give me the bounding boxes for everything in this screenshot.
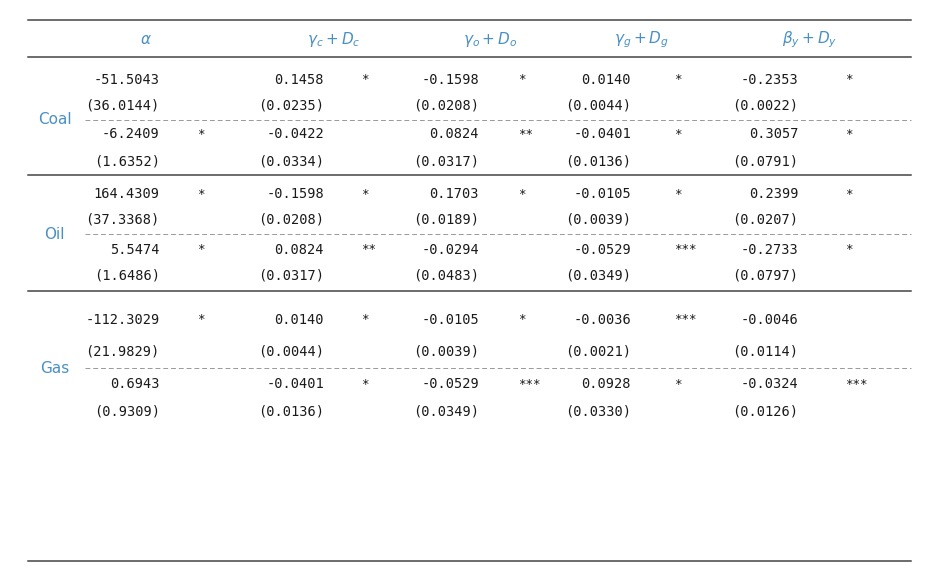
Text: (0.0114): (0.0114)	[732, 344, 798, 358]
Text: -0.0105: -0.0105	[573, 187, 631, 201]
Text: 5.5474: 5.5474	[110, 243, 160, 256]
Text: Oil: Oil	[44, 227, 65, 242]
Text: ***: ***	[518, 378, 541, 391]
Text: (0.0039): (0.0039)	[413, 344, 479, 358]
Text: (0.0330): (0.0330)	[565, 404, 631, 418]
Text: *: *	[518, 313, 526, 326]
Text: $\gamma_g + D_g$: $\gamma_g + D_g$	[614, 30, 669, 50]
Text: (0.0483): (0.0483)	[413, 268, 479, 282]
Text: 0.1458: 0.1458	[274, 73, 324, 87]
Text: (37.3368): (37.3368)	[85, 213, 160, 227]
Text: *: *	[197, 313, 205, 326]
Text: (1.6352): (1.6352)	[94, 154, 160, 168]
Text: *: *	[518, 188, 526, 200]
Text: **: **	[518, 128, 533, 140]
Text: *: *	[518, 74, 526, 86]
Text: *: *	[845, 188, 853, 200]
Text: *: *	[362, 74, 369, 86]
Text: (0.0207): (0.0207)	[732, 213, 798, 227]
Text: 0.1703: 0.1703	[429, 187, 479, 201]
Text: 164.4309: 164.4309	[94, 187, 160, 201]
Text: (0.0044): (0.0044)	[258, 344, 324, 358]
Text: -0.2353: -0.2353	[740, 73, 798, 87]
Text: *: *	[197, 188, 205, 200]
Text: -0.0294: -0.0294	[421, 243, 479, 256]
Text: ***: ***	[674, 243, 697, 256]
Text: 0.0824: 0.0824	[429, 127, 479, 141]
Text: (36.0144): (36.0144)	[85, 99, 160, 112]
Text: -0.0401: -0.0401	[266, 377, 324, 391]
Text: (0.0317): (0.0317)	[413, 154, 479, 168]
Text: 0.0928: 0.0928	[581, 377, 631, 391]
Text: (0.0208): (0.0208)	[258, 213, 324, 227]
Text: -0.0422: -0.0422	[266, 127, 324, 141]
Text: *: *	[674, 188, 682, 200]
Text: *: *	[674, 378, 682, 391]
Text: *: *	[197, 243, 205, 256]
Text: -112.3029: -112.3029	[85, 313, 160, 327]
Text: -0.1598: -0.1598	[421, 73, 479, 87]
Text: ***: ***	[674, 313, 697, 326]
Text: (0.0039): (0.0039)	[565, 213, 631, 227]
Text: -51.5043: -51.5043	[94, 73, 160, 87]
Text: (0.0126): (0.0126)	[732, 404, 798, 418]
Text: -0.0036: -0.0036	[573, 313, 631, 327]
Text: 0.0140: 0.0140	[274, 313, 324, 327]
Text: (0.0334): (0.0334)	[258, 154, 324, 168]
Text: *: *	[674, 74, 682, 86]
Text: **: **	[362, 243, 377, 256]
Text: (0.0349): (0.0349)	[565, 268, 631, 282]
Text: (0.0044): (0.0044)	[565, 99, 631, 112]
Text: -0.0046: -0.0046	[740, 313, 798, 327]
Text: Coal: Coal	[38, 112, 71, 127]
Text: *: *	[845, 128, 853, 140]
Text: *: *	[845, 243, 853, 256]
Text: -0.2733: -0.2733	[740, 243, 798, 256]
Text: *: *	[362, 313, 369, 326]
Text: $\gamma_c + D_c$: $\gamma_c + D_c$	[307, 30, 360, 50]
Text: -0.0529: -0.0529	[421, 377, 479, 391]
Text: -0.0324: -0.0324	[740, 377, 798, 391]
Text: (0.0021): (0.0021)	[565, 344, 631, 358]
Text: (0.0208): (0.0208)	[413, 99, 479, 112]
Text: Gas: Gas	[39, 361, 69, 376]
Text: (0.0136): (0.0136)	[258, 404, 324, 418]
Text: *: *	[845, 74, 853, 86]
Text: 0.0140: 0.0140	[581, 73, 631, 87]
Text: 0.6943: 0.6943	[110, 377, 160, 391]
Text: (0.0136): (0.0136)	[565, 154, 631, 168]
Text: (0.9309): (0.9309)	[94, 404, 160, 418]
Text: -0.0105: -0.0105	[421, 313, 479, 327]
Text: (21.9829): (21.9829)	[85, 344, 160, 358]
Text: 0.0824: 0.0824	[274, 243, 324, 256]
Text: (0.0189): (0.0189)	[413, 213, 479, 227]
Text: (1.6486): (1.6486)	[94, 268, 160, 282]
Text: -0.1598: -0.1598	[266, 187, 324, 201]
Text: -0.0529: -0.0529	[573, 243, 631, 256]
Text: *: *	[197, 128, 205, 140]
Text: *: *	[362, 378, 369, 391]
Text: $\alpha$: $\alpha$	[140, 33, 151, 47]
Text: (0.0349): (0.0349)	[413, 404, 479, 418]
Text: $\gamma_o + D_o$: $\gamma_o + D_o$	[463, 30, 517, 50]
Text: 0.2399: 0.2399	[748, 187, 798, 201]
Text: -0.0401: -0.0401	[573, 127, 631, 141]
Text: -6.2409: -6.2409	[101, 127, 160, 141]
Text: ***: ***	[845, 378, 868, 391]
Text: (0.0317): (0.0317)	[258, 268, 324, 282]
Text: (0.0797): (0.0797)	[732, 268, 798, 282]
Text: $\beta_y + D_y$: $\beta_y + D_y$	[782, 30, 837, 50]
Text: (0.0791): (0.0791)	[732, 154, 798, 168]
Text: (0.0235): (0.0235)	[258, 99, 324, 112]
Text: 0.3057: 0.3057	[748, 127, 798, 141]
Text: *: *	[674, 128, 682, 140]
Text: *: *	[362, 188, 369, 200]
Text: (0.0022): (0.0022)	[732, 99, 798, 112]
